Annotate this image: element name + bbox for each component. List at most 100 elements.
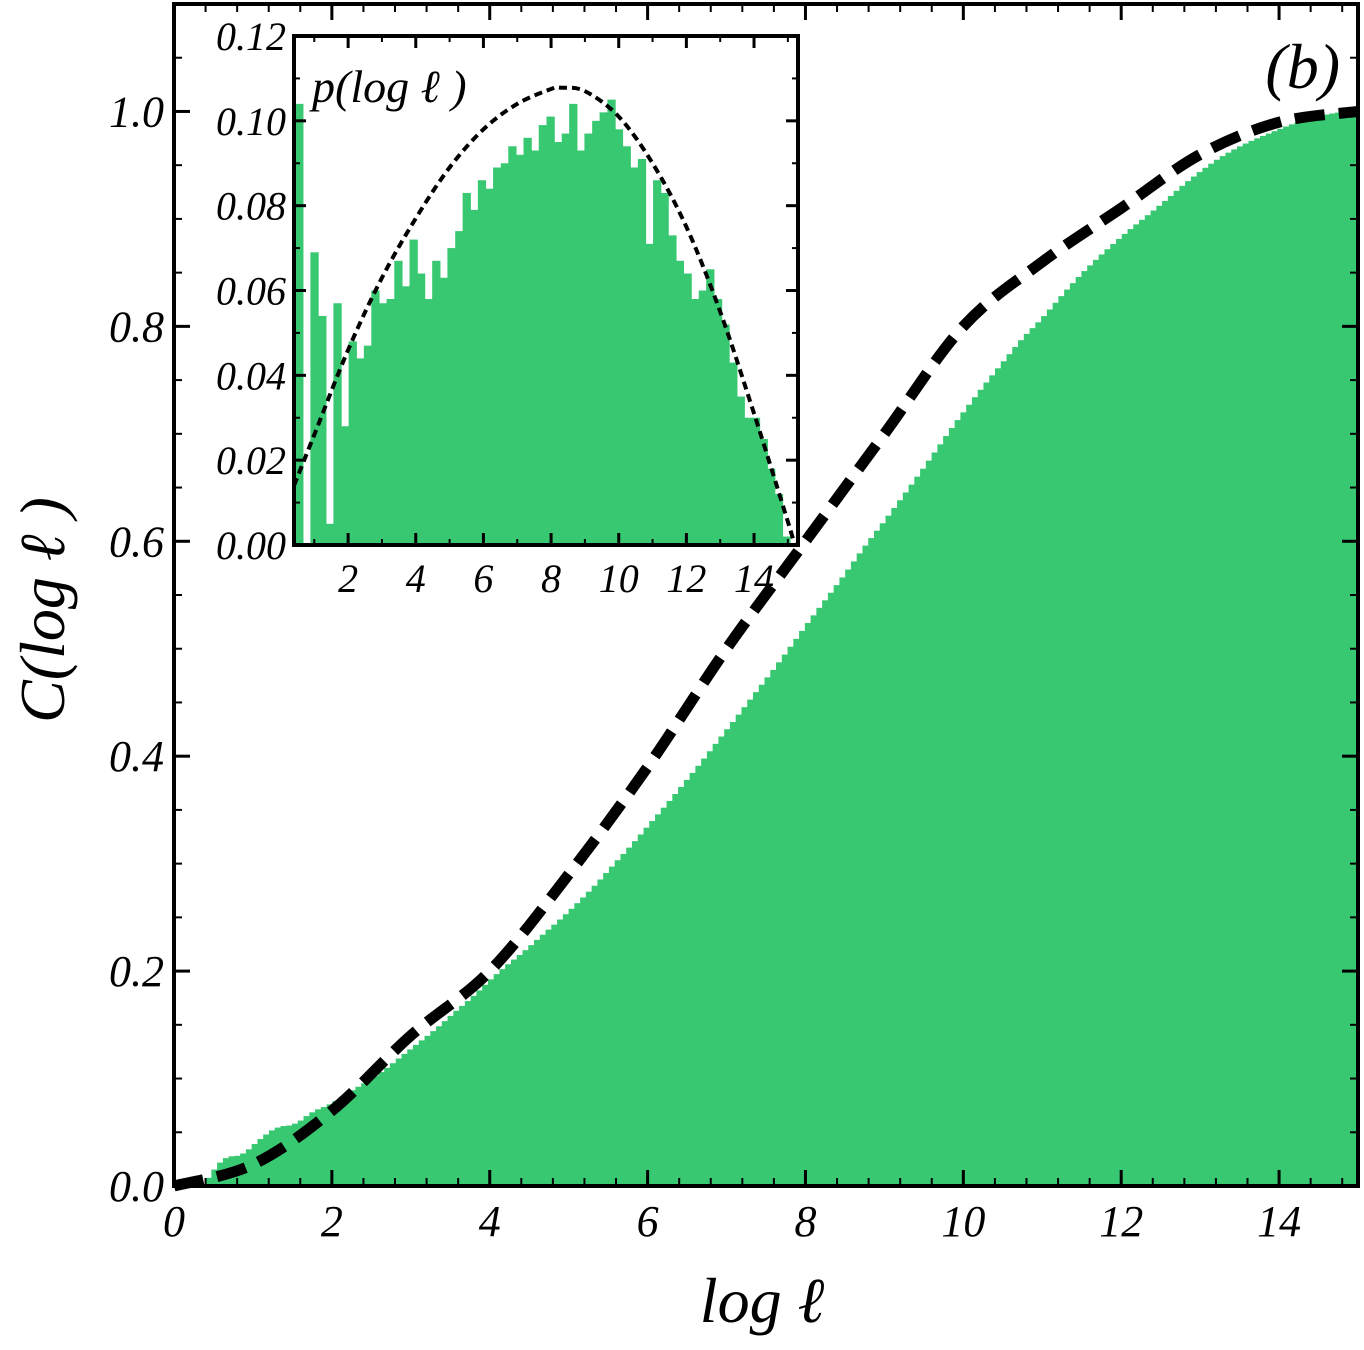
- main-bar: [1346, 111, 1353, 1187]
- main-x-axis-label: log ℓ: [700, 1265, 825, 1336]
- main-bar: [487, 979, 495, 1186]
- main-bar: [441, 1021, 449, 1186]
- inset-bar: [774, 494, 784, 545]
- main-x-tick-label: 6: [637, 1197, 659, 1246]
- main-bar: [799, 630, 806, 1186]
- main-bar: [378, 1072, 385, 1186]
- inset-bar: [607, 99, 616, 546]
- main-bar: [925, 460, 933, 1186]
- main-bar: [729, 721, 737, 1186]
- main-bar: [827, 592, 835, 1186]
- inset-bar: [371, 290, 380, 545]
- main-bar: [1271, 131, 1278, 1187]
- main-bar: [1277, 128, 1284, 1187]
- main-bar: [1121, 233, 1129, 1186]
- inset-bar: [439, 277, 449, 545]
- main-bar: [1190, 176, 1198, 1186]
- main-bar: [1064, 289, 1071, 1186]
- main-bar: [948, 427, 956, 1187]
- main-bar: [430, 1031, 437, 1186]
- main-bar: [764, 677, 771, 1186]
- main-bar: [1173, 190, 1180, 1186]
- main-bar: [718, 736, 725, 1186]
- inset-x-tick-label: 14: [734, 556, 774, 601]
- main-bar: [608, 866, 616, 1186]
- main-bar: [1144, 215, 1152, 1186]
- inset-bar: [432, 260, 441, 545]
- inset-bar: [782, 536, 791, 545]
- main-bar: [873, 530, 881, 1186]
- inset-bar: [424, 298, 434, 545]
- inset-bar: [576, 150, 586, 545]
- inset-y-tick-label: 0.10: [216, 99, 286, 144]
- main-bar: [211, 1169, 218, 1186]
- inset-bar: [653, 180, 662, 545]
- main-bar: [436, 1026, 443, 1186]
- inset-y-tick-label: 0.08: [216, 184, 286, 229]
- main-bar: [493, 974, 501, 1186]
- main-bar: [879, 523, 887, 1186]
- main-bar: [551, 924, 558, 1186]
- main-bar: [914, 476, 921, 1186]
- main-bar: [747, 699, 754, 1186]
- main-bar: [822, 600, 829, 1186]
- main-bar: [320, 1107, 328, 1186]
- main-bar: [1029, 328, 1036, 1186]
- inset-bar: [553, 142, 563, 546]
- main-bar: [326, 1104, 333, 1186]
- main-x-tick-label: 10: [941, 1197, 985, 1246]
- main-bar: [839, 577, 846, 1186]
- main-bar: [1167, 195, 1175, 1186]
- main-y-tick-label: 0.6: [109, 517, 164, 566]
- main-bar: [395, 1058, 403, 1186]
- main-bar: [205, 1177, 212, 1186]
- main-bar: [1323, 114, 1330, 1187]
- main-bar: [1242, 143, 1250, 1186]
- main-bar: [245, 1149, 253, 1186]
- inset-x-tick-label: 8: [541, 556, 561, 601]
- main-bar: [1018, 340, 1025, 1187]
- main-bar: [897, 500, 904, 1186]
- main-bar: [695, 765, 702, 1186]
- main-bar: [649, 821, 656, 1186]
- main-bar: [977, 389, 985, 1186]
- inset-bar: [523, 137, 532, 546]
- main-bar: [781, 654, 789, 1186]
- main-bar: [545, 929, 552, 1186]
- inset-bar: [379, 303, 388, 545]
- main-bar: [666, 800, 673, 1186]
- main-bar: [280, 1126, 287, 1186]
- inset-bar: [386, 298, 395, 545]
- main-bar: [960, 412, 967, 1187]
- main-bar: [672, 794, 679, 1186]
- main-bar: [954, 420, 962, 1186]
- inset-bar: [401, 286, 411, 545]
- main-bar: [1098, 254, 1106, 1187]
- main-bar: [303, 1116, 310, 1186]
- main-bar: [712, 743, 719, 1186]
- main-bar: [418, 1040, 426, 1186]
- main-bar: [643, 827, 650, 1186]
- main-bar: [1110, 244, 1117, 1187]
- main-bar: [868, 538, 875, 1186]
- inset-bar: [531, 150, 540, 545]
- inset-bar: [698, 290, 707, 545]
- main-bar: [724, 729, 731, 1186]
- main-bar: [943, 436, 950, 1186]
- main-bar: [706, 751, 714, 1186]
- main-bar: [1196, 172, 1204, 1186]
- inset-bar: [569, 103, 578, 546]
- main-bar: [401, 1053, 408, 1186]
- main-bar: [1104, 249, 1111, 1187]
- main-bar: [787, 646, 794, 1186]
- inset-bar: [751, 417, 761, 545]
- main-bar: [389, 1063, 397, 1186]
- main-bar: [522, 950, 529, 1186]
- inset-bar: [599, 112, 608, 545]
- inset-bar: [394, 260, 403, 545]
- main-bar: [1000, 361, 1008, 1186]
- main-bar: [574, 903, 581, 1186]
- main-y-tick-label: 0.0: [109, 1162, 164, 1211]
- main-bar: [845, 569, 852, 1186]
- inset-bar: [668, 235, 677, 546]
